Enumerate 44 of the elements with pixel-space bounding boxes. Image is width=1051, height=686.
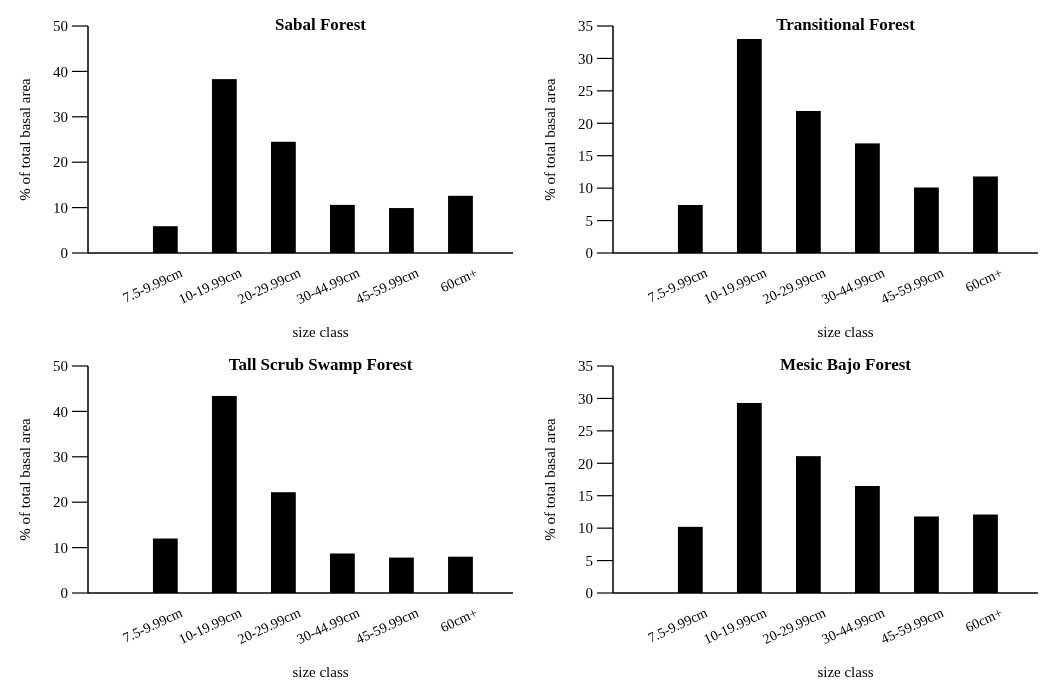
x-axis-title: size class [817, 324, 874, 340]
y-tick-label: 25 [578, 83, 593, 100]
y-tick-label: 20 [578, 115, 593, 132]
x-axis-title: size class [817, 664, 874, 680]
x-axis-title: size class [292, 324, 349, 340]
y-tick-label: 30 [578, 390, 593, 407]
y-tick-label: 30 [53, 449, 68, 466]
y-tick-label: 5 [585, 212, 593, 229]
y-tick-label: 35 [578, 358, 593, 375]
y-tick-label: 25 [578, 423, 593, 440]
y-tick-label: 35 [578, 18, 593, 35]
y-axis-title: % of total basal area [542, 77, 558, 201]
y-tick-label: 10 [53, 199, 68, 216]
y-tick-label: 20 [53, 154, 68, 171]
y-tick-label: 20 [53, 494, 68, 511]
x-tick-label: 60cm+ [438, 604, 480, 636]
y-tick-label: 40 [53, 403, 68, 420]
y-tick-label: 0 [585, 245, 593, 262]
x-tick-label: 60cm+ [963, 604, 1005, 636]
y-tick-label: 50 [53, 18, 68, 35]
y-tick-label: 10 [578, 520, 593, 537]
chart-title: Sabal Forest [275, 15, 367, 34]
chart-title: Mesic Bajo Forest [780, 355, 912, 374]
y-tick-label: 0 [60, 245, 68, 262]
y-axis-title: % of total basal area [542, 417, 558, 541]
y-tick-label: 20 [578, 455, 593, 472]
y-tick-label: 15 [578, 147, 593, 164]
y-tick-label: 50 [53, 358, 68, 375]
y-tick-label: 40 [53, 63, 68, 80]
y-tick-label: 30 [578, 50, 593, 67]
y-axis-title: % of total basal area [17, 77, 33, 201]
x-tick-label: 60cm+ [963, 264, 1005, 296]
y-tick-label: 15 [578, 487, 593, 504]
y-tick-label: 0 [60, 585, 68, 602]
chart-title: Transitional Forest [776, 15, 916, 34]
x-axis-title: size class [292, 664, 349, 680]
chart-title: Tall Scrub Swamp Forest [228, 355, 413, 374]
y-tick-label: 10 [53, 539, 68, 556]
y-tick-label: 30 [53, 109, 68, 126]
y-tick-label: 0 [585, 585, 593, 602]
x-tick-label: 60cm+ [438, 264, 480, 296]
y-tick-label: 10 [578, 180, 593, 197]
y-tick-label: 5 [585, 552, 593, 569]
y-axis-title: % of total basal area [17, 417, 33, 541]
